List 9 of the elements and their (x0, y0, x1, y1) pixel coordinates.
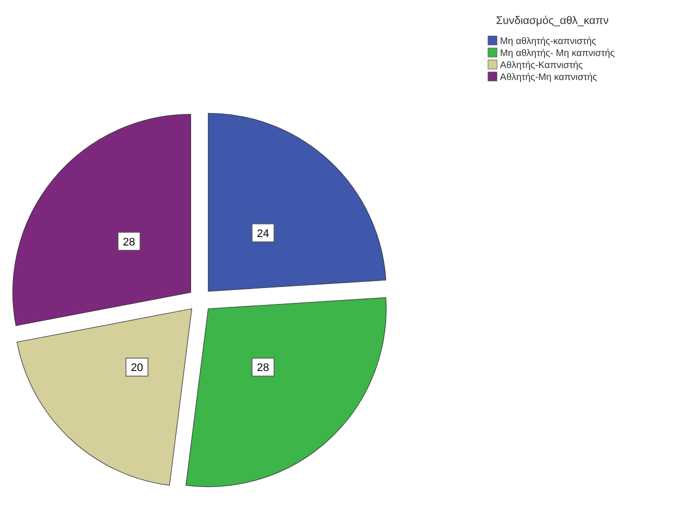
data-label: 20 (130, 362, 144, 374)
data-label: 28 (122, 236, 136, 248)
legend-label: Μη αθλητής-καπνιστής (500, 36, 597, 47)
legend-label: Αθλητής-Μη καπνιστής (500, 72, 598, 83)
legend-label: Μη αθλητής- Μη καπνιστής (500, 48, 616, 59)
data-label: 24 (256, 228, 270, 240)
legend-label: Αθλητής-Καπνιστής (500, 60, 584, 71)
data-label: 28 (256, 362, 270, 374)
legend-title: Συνδιασμός_αθλ_καπν (496, 15, 610, 27)
